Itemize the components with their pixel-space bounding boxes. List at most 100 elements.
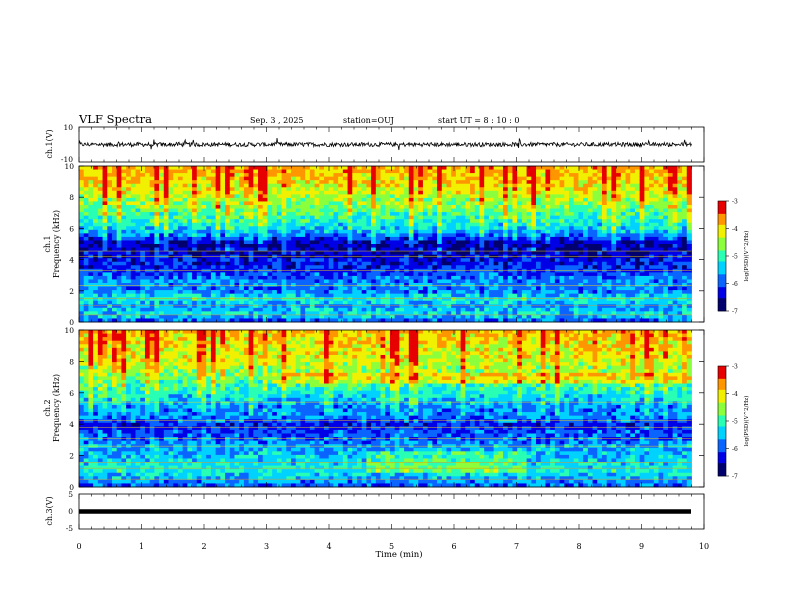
spectrogram-cell bbox=[149, 187, 155, 192]
spectrogram-cell bbox=[550, 190, 556, 195]
spectrogram-cell bbox=[234, 275, 240, 280]
spectrogram-cell bbox=[592, 318, 598, 323]
spectrogram-cell bbox=[479, 304, 485, 309]
spectrogram-cell bbox=[215, 240, 221, 245]
spectrogram-cell bbox=[262, 290, 268, 295]
spectrogram-cell bbox=[177, 201, 184, 206]
spectrogram-cell bbox=[455, 318, 462, 323]
spectrogram-cell bbox=[286, 314, 292, 319]
spectrogram-cell bbox=[192, 304, 198, 309]
spectrogram-cell bbox=[262, 205, 268, 209]
spectrogram-cell bbox=[300, 300, 306, 305]
spectrogram-cell bbox=[385, 236, 391, 241]
spectrogram-cell bbox=[592, 258, 598, 263]
spectrogram-cell bbox=[587, 286, 593, 291]
spectrogram-cell bbox=[220, 314, 226, 319]
spectrogram-cell bbox=[512, 226, 518, 231]
spectrogram-cell bbox=[187, 205, 193, 209]
spectrogram-cell bbox=[111, 183, 118, 188]
spectrogram-cell bbox=[536, 290, 542, 295]
spectrogram-cell bbox=[267, 215, 273, 220]
spectrogram-cell bbox=[93, 283, 99, 287]
spectrogram-cell bbox=[356, 272, 363, 277]
spectrogram-cell bbox=[484, 173, 490, 178]
spectrogram-cell bbox=[422, 187, 429, 192]
spectrogram-cell bbox=[281, 201, 287, 206]
spectrogram-cell bbox=[394, 314, 400, 319]
spectrogram-cell bbox=[196, 201, 202, 206]
spectrogram-cell bbox=[168, 279, 174, 284]
spectrogram-cell bbox=[389, 272, 396, 277]
spectrogram-cell bbox=[215, 297, 221, 302]
spectrogram-cell bbox=[135, 229, 141, 234]
spectrogram-cell bbox=[173, 201, 179, 206]
spectrogram-cell bbox=[531, 183, 537, 188]
spectrogram-cell bbox=[305, 314, 311, 319]
spectrogram-cell bbox=[338, 190, 344, 195]
spectrogram-cell bbox=[272, 240, 278, 245]
spectrogram-cell bbox=[484, 197, 490, 202]
spectrogram-cell bbox=[295, 279, 301, 284]
spectrogram-cell bbox=[192, 290, 198, 295]
spectrogram-cell bbox=[437, 300, 443, 305]
spectrogram-cell bbox=[248, 212, 254, 217]
spectrogram-cell bbox=[83, 247, 89, 252]
spectrogram-cell bbox=[192, 311, 198, 316]
spectrogram-cell bbox=[578, 240, 584, 245]
spectrogram-cell bbox=[408, 244, 414, 248]
spectrogram-cell bbox=[149, 247, 155, 252]
spectrogram-cell bbox=[366, 240, 372, 245]
spectrogram-cell bbox=[168, 236, 174, 241]
spectrogram-cell bbox=[592, 180, 598, 185]
spectrogram-cell bbox=[83, 304, 89, 309]
spectrogram-cell bbox=[437, 286, 443, 291]
spectrogram-cell bbox=[389, 293, 396, 298]
spectrogram-cell bbox=[361, 293, 367, 298]
spectrogram-cell bbox=[432, 258, 438, 263]
spectrogram-cell bbox=[338, 208, 344, 213]
spectrogram-cell bbox=[404, 180, 410, 185]
spectrogram-cell bbox=[408, 190, 414, 195]
spectrogram-cell bbox=[243, 293, 250, 298]
spectrogram-cell bbox=[140, 247, 146, 252]
spectrogram-cell bbox=[248, 166, 254, 170]
spectrogram-cell bbox=[234, 166, 240, 170]
spectrogram-cell bbox=[201, 307, 207, 312]
spectrogram-cell bbox=[503, 197, 509, 202]
spectrogram-cell bbox=[102, 236, 108, 241]
spectrogram-cell bbox=[229, 173, 235, 178]
spectrogram-cell bbox=[300, 258, 306, 263]
spectrogram-cell bbox=[573, 304, 579, 309]
spectrogram-cell bbox=[210, 166, 217, 170]
spectrogram-cell bbox=[427, 173, 433, 178]
spectrogram-cell bbox=[432, 272, 438, 277]
spectrogram-cell bbox=[163, 194, 169, 199]
spectrogram-cell bbox=[83, 240, 89, 245]
spectrogram-cell bbox=[121, 314, 127, 319]
spectrogram-cell bbox=[446, 190, 452, 195]
spectrogram-cell bbox=[432, 233, 438, 238]
spectrogram-cell bbox=[550, 279, 556, 284]
spectrogram-cell bbox=[559, 194, 565, 199]
spectrogram-cell bbox=[385, 314, 391, 319]
spectrogram-cell bbox=[281, 318, 287, 323]
spectrogram-cell bbox=[253, 215, 259, 220]
spectrogram-cell bbox=[253, 208, 259, 213]
spectrogram-cell bbox=[399, 311, 405, 316]
spectrogram-cell bbox=[408, 183, 414, 188]
spectrogram-cell bbox=[173, 208, 179, 213]
spectrogram-cell bbox=[286, 169, 292, 174]
spectrogram-cell bbox=[446, 283, 452, 287]
spectrogram-cell bbox=[88, 226, 94, 231]
spectrogram-cell bbox=[399, 240, 405, 245]
spectrogram-cell bbox=[347, 318, 353, 323]
spectrogram-cell bbox=[243, 307, 250, 312]
spectrogram-cell bbox=[597, 293, 603, 298]
spectrogram-cell bbox=[83, 183, 89, 188]
spectrogram-cell bbox=[248, 290, 254, 295]
spectrogram-cell bbox=[413, 236, 419, 241]
spectrogram-cell bbox=[253, 272, 259, 277]
spectrogram-cell bbox=[507, 166, 513, 170]
spectrogram-cell bbox=[159, 226, 165, 231]
spectrogram-cell bbox=[347, 194, 353, 199]
